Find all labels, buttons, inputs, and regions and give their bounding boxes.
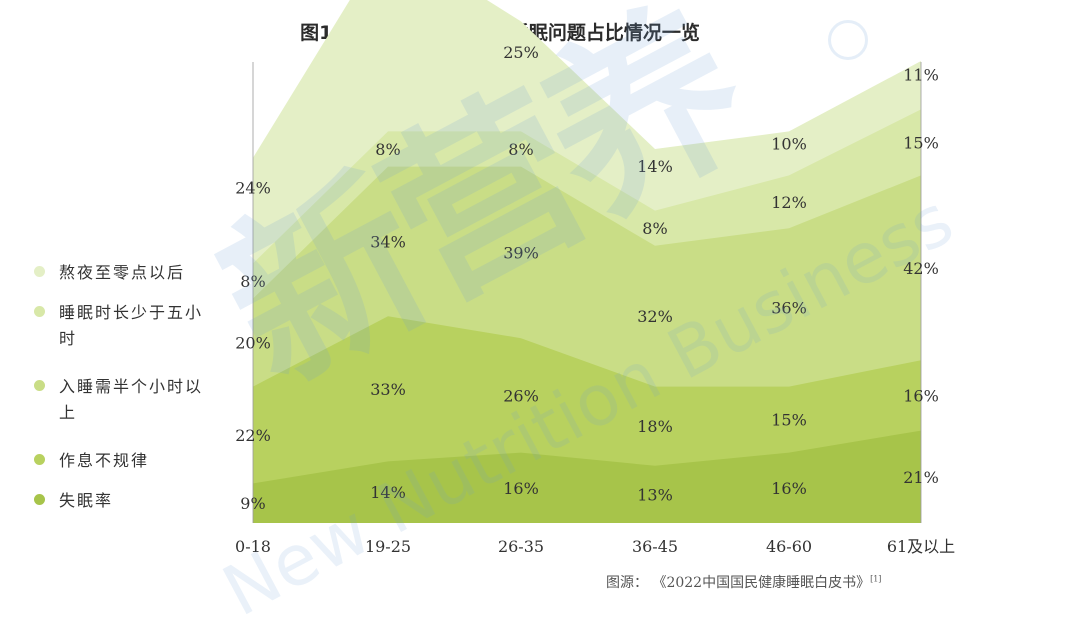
value-label: 22% bbox=[235, 426, 271, 445]
legend-dot-icon bbox=[34, 266, 45, 277]
legend-item: 睡眠时长少于五小时 bbox=[34, 300, 239, 374]
source-note: 图源： 《2022中国国民健康睡眠白皮书》[1] bbox=[606, 572, 881, 592]
value-label: 9% bbox=[240, 494, 265, 513]
x-tick-label: 0-18 bbox=[235, 537, 271, 556]
value-label: 33% bbox=[370, 380, 406, 399]
legend-label: 熬夜至零点以后 bbox=[59, 263, 186, 282]
legend: 熬夜至零点以后 睡眠时长少于五小时 入睡需半个小时以上 作息不规律 失眠率 bbox=[34, 260, 239, 528]
vertical-gridlines bbox=[252, 62, 922, 523]
value-label: 14% bbox=[370, 483, 406, 502]
legend-item: 作息不规律 bbox=[34, 448, 239, 488]
value-label: 16% bbox=[503, 479, 539, 498]
value-label: 8% bbox=[375, 140, 400, 159]
value-label: 32% bbox=[637, 307, 673, 326]
value-label: 10% bbox=[771, 135, 807, 154]
value-label: 20% bbox=[235, 334, 271, 353]
value-label: 8% bbox=[508, 140, 533, 159]
legend-item: 入睡需半个小时以上 bbox=[34, 374, 239, 448]
value-label: 13% bbox=[637, 485, 673, 504]
x-tick-label: 26-35 bbox=[498, 537, 544, 556]
source-text: 图源： 《2022中国国民健康睡眠白皮书》 bbox=[606, 575, 871, 591]
legend-dot-icon bbox=[34, 494, 45, 505]
source-ref: [1] bbox=[870, 574, 882, 584]
value-label: 16% bbox=[771, 479, 807, 498]
x-tick-label: 46-60 bbox=[766, 537, 812, 556]
value-label: 26% bbox=[503, 386, 539, 405]
value-label: 34% bbox=[370, 232, 406, 251]
value-label: 24% bbox=[235, 178, 271, 197]
value-label: 21% bbox=[903, 468, 939, 487]
x-axis-labels: 0-18 19-25 26-35 36-45 46-60 61及以上 bbox=[235, 537, 955, 556]
area-layers bbox=[253, 0, 921, 524]
legend-item: 熬夜至零点以后 bbox=[34, 260, 239, 300]
legend-label: 入睡需半个小时以上 bbox=[59, 377, 204, 422]
legend-dot-icon bbox=[34, 380, 45, 391]
value-label: 36% bbox=[771, 298, 807, 317]
legend-item: 失眠率 bbox=[34, 488, 239, 528]
value-label: 44% bbox=[370, 0, 406, 2]
legend-dot-icon bbox=[34, 454, 45, 465]
value-label: 12% bbox=[771, 193, 807, 212]
value-label: 42% bbox=[903, 259, 939, 278]
x-tick-label: 36-45 bbox=[632, 537, 678, 556]
value-labels: 9% 14% 16% 13% 16% 21% 22% 33% 26% 18% 15% 16% 20% 34… bbox=[235, 0, 939, 513]
value-label: 8% bbox=[642, 219, 667, 238]
legend-label: 作息不规律 bbox=[59, 451, 150, 470]
legend-dot-icon bbox=[34, 306, 45, 317]
x-tick-label: 61及以上 bbox=[887, 537, 955, 556]
value-label: 8% bbox=[240, 272, 265, 291]
value-label: 11% bbox=[903, 66, 939, 85]
value-label: 39% bbox=[503, 243, 539, 262]
area-0 bbox=[253, 430, 921, 523]
legend-label: 失眠率 bbox=[59, 491, 114, 510]
value-label: 15% bbox=[771, 411, 807, 430]
area-chart: 9% 14% 16% 13% 16% 21% 22% 33% 26% 18% 15% 16% 20% 34… bbox=[235, 0, 955, 556]
legend-label: 睡眠时长少于五小时 bbox=[59, 303, 204, 348]
value-label: 16% bbox=[903, 386, 939, 405]
value-label: 15% bbox=[903, 133, 939, 152]
value-label: 25% bbox=[503, 43, 539, 62]
value-label: 18% bbox=[637, 417, 673, 436]
value-label: 14% bbox=[637, 157, 673, 176]
x-tick-label: 19-25 bbox=[365, 537, 411, 556]
